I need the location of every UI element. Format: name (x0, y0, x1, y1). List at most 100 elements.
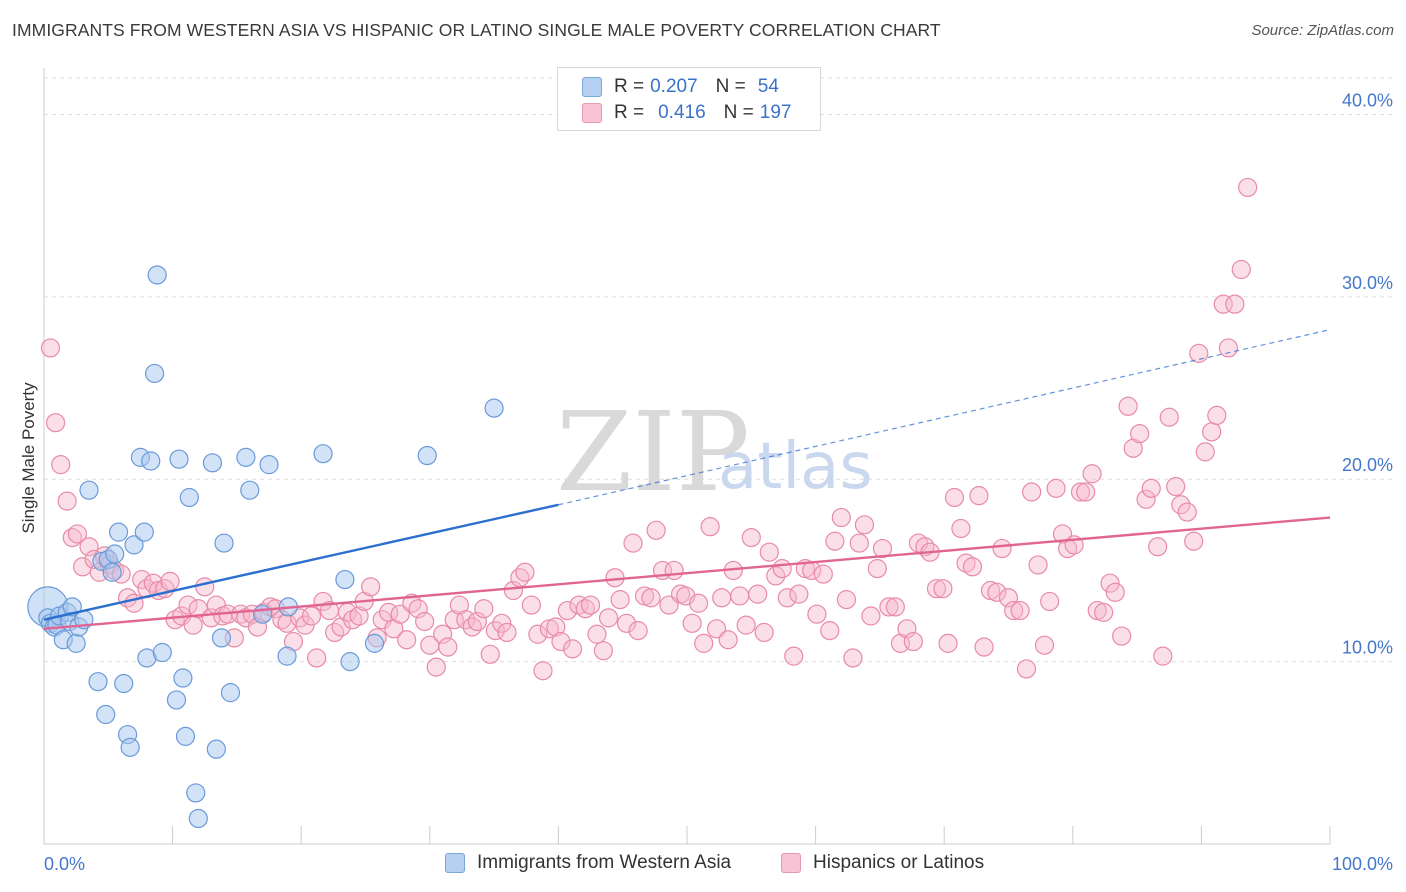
western-asia-point (214, 533, 234, 553)
western-asia-point (211, 628, 232, 648)
hispanics-point (956, 553, 976, 573)
hispanics-point (628, 621, 648, 641)
hispanics-point (813, 564, 833, 584)
hispanics-point (1177, 502, 1197, 522)
hispanics-point (831, 507, 851, 528)
hispanics-point (1082, 464, 1102, 484)
hispanics-point (598, 608, 619, 628)
hispanics-point (854, 515, 875, 535)
western-asia-point (169, 449, 189, 469)
western-asia-point (240, 480, 260, 500)
western-asia-point (340, 652, 360, 672)
western-asia-trend-line (43, 503, 559, 621)
western-asia-point (220, 683, 241, 703)
y-tick-label: 10.0% (1342, 638, 1393, 658)
western-asia-point (102, 562, 122, 582)
hispanics-point (951, 518, 971, 539)
hispanics-point (861, 606, 881, 626)
hispanics-point (933, 579, 953, 599)
hispanics-point (569, 595, 589, 615)
western-asia-point (188, 808, 208, 829)
x-tick-label-max: 100.0% (1332, 854, 1393, 874)
hispanics-point (562, 639, 583, 659)
legend-row-western-asia: R = 0.207 N = 54 (582, 74, 779, 100)
hispanics-point (231, 604, 251, 624)
legend-label-western-asia: Immigrants from Western Asia (477, 852, 732, 873)
western-asia-trend-extension (558, 329, 1331, 506)
hispanics-point (45, 413, 66, 433)
hispanics-point (195, 577, 215, 597)
western-asia-point (166, 690, 187, 710)
hispanics-point (694, 633, 714, 653)
western-asia-point (147, 265, 167, 285)
hispanics-point (415, 611, 435, 632)
hispanics-point (533, 661, 553, 681)
hispanics-point (843, 648, 863, 668)
western-asia-point (364, 633, 385, 653)
x-tick-labels: 0.0% 100.0% (44, 854, 1393, 874)
hispanics-point (820, 621, 840, 641)
hispanics-point (1184, 531, 1204, 551)
legend-swatch-pink (582, 103, 602, 123)
hispanics-point (998, 588, 1019, 608)
hispanics-point (1046, 478, 1066, 498)
hispanics-point (1010, 600, 1030, 621)
hispanics-point (944, 487, 965, 508)
hispanics-point (79, 537, 99, 557)
hispanics-point (962, 557, 983, 577)
hispanics-point (1225, 294, 1245, 314)
hispanics-point (1028, 555, 1048, 575)
hispanics-point (938, 633, 958, 653)
hispanics-point (307, 648, 327, 668)
hispanics-point (1153, 646, 1173, 666)
western-asia-points (27, 265, 504, 829)
legend-row-hispanics: R = 0.416 N = 197 (582, 100, 791, 126)
western-asia-point (105, 544, 125, 564)
hispanics-point (492, 613, 512, 633)
hispanics-point (497, 622, 517, 643)
hispanics-point (980, 580, 1001, 601)
hispanics-point (1171, 495, 1191, 515)
western-asia-point (88, 672, 108, 692)
western-asia-point (236, 447, 256, 467)
legend-r-label: R = (614, 76, 645, 97)
hispanics-point (1141, 478, 1161, 498)
hispanics-point (587, 624, 607, 644)
western-asia-point (206, 739, 226, 759)
hispanics-point (575, 599, 596, 619)
hispanics-point (836, 590, 857, 610)
western-asia-point (202, 453, 223, 473)
hispanics-point (700, 517, 720, 537)
hispanics-point (688, 593, 709, 613)
hispanics-trend-line (43, 516, 1331, 630)
western-asia-point (144, 363, 165, 384)
hispanics-point (480, 644, 500, 664)
hispanics-point (132, 569, 152, 590)
western-asia-point (120, 737, 140, 757)
hispanics-point (730, 586, 750, 606)
hispanics-point (301, 606, 322, 626)
hispanics-point (1213, 294, 1233, 314)
western-asia-point (186, 783, 206, 803)
y-tick-labels: 10.0% 20.0% 30.0% 40.0% (1342, 90, 1393, 657)
axes (43, 68, 1331, 845)
watermark-atlas: atlas (718, 430, 873, 504)
hispanics-point (736, 615, 756, 635)
hispanics-point (178, 595, 198, 615)
hispanics-point (1148, 537, 1168, 557)
western-asia-point (108, 522, 129, 542)
legend-item-western-asia: Immigrants from Western Asia (445, 852, 731, 874)
hispanics-point (1022, 482, 1042, 502)
x-tick-label-min: 0.0% (44, 854, 85, 874)
hispanics-point (879, 597, 899, 617)
hispanics-point (515, 562, 535, 582)
legend-label-hispanics: Hispanics or Latinos (813, 852, 985, 873)
western-asia-point (253, 604, 273, 624)
hispanics-point (718, 630, 738, 650)
watermark: ZIP atlas (556, 388, 873, 516)
western-asia-point (175, 726, 196, 746)
legend-n-value: 197 (759, 102, 792, 123)
legend-n-label: N = (723, 102, 754, 123)
y-tick-label: 30.0% (1342, 273, 1393, 293)
